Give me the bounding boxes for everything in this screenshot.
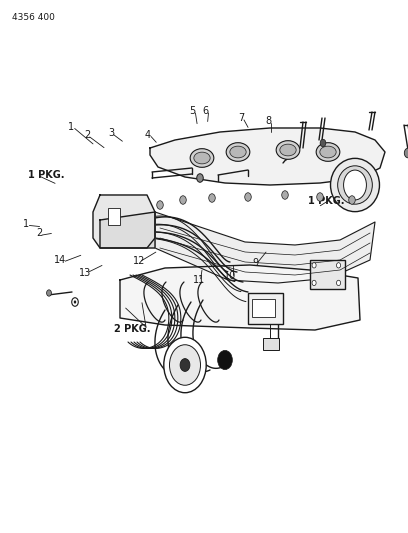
Text: 10: 10 <box>224 271 237 280</box>
FancyBboxPatch shape <box>108 208 120 225</box>
FancyBboxPatch shape <box>263 338 279 350</box>
Text: 12: 12 <box>133 256 145 266</box>
Circle shape <box>349 196 355 204</box>
Text: 2: 2 <box>36 229 42 238</box>
Polygon shape <box>155 212 375 283</box>
FancyBboxPatch shape <box>310 260 345 289</box>
Circle shape <box>282 191 288 199</box>
Ellipse shape <box>316 143 340 161</box>
Circle shape <box>312 263 316 268</box>
Ellipse shape <box>338 166 373 204</box>
Text: 1: 1 <box>22 219 29 229</box>
Text: 4356 400: 4356 400 <box>12 13 55 22</box>
Circle shape <box>245 193 251 201</box>
Ellipse shape <box>230 146 246 158</box>
Circle shape <box>404 148 408 158</box>
Ellipse shape <box>190 149 214 167</box>
Text: 9: 9 <box>253 258 259 268</box>
Circle shape <box>169 345 200 385</box>
Text: 7: 7 <box>238 114 245 123</box>
Text: 2: 2 <box>84 131 90 140</box>
Circle shape <box>197 174 203 182</box>
Polygon shape <box>150 128 385 185</box>
Ellipse shape <box>276 141 300 159</box>
Ellipse shape <box>280 144 296 156</box>
FancyBboxPatch shape <box>248 293 283 324</box>
Ellipse shape <box>320 146 336 158</box>
Polygon shape <box>93 195 155 248</box>
Text: 6: 6 <box>202 106 209 116</box>
Circle shape <box>180 196 186 204</box>
Text: 11: 11 <box>193 275 205 285</box>
Circle shape <box>157 201 163 209</box>
Circle shape <box>317 193 323 201</box>
Circle shape <box>74 301 76 304</box>
Text: 14: 14 <box>54 255 67 265</box>
Circle shape <box>180 359 190 372</box>
Ellipse shape <box>226 143 250 161</box>
Text: 5: 5 <box>189 106 196 116</box>
Text: 13: 13 <box>79 268 91 278</box>
Text: 1: 1 <box>68 122 75 132</box>
FancyBboxPatch shape <box>252 298 275 317</box>
Text: 3: 3 <box>108 128 114 138</box>
Text: 1 PKG.: 1 PKG. <box>308 197 344 206</box>
Circle shape <box>312 280 316 286</box>
Circle shape <box>217 350 232 369</box>
Circle shape <box>337 263 341 268</box>
Text: 1 PKG.: 1 PKG. <box>28 170 64 180</box>
Circle shape <box>344 170 366 200</box>
Circle shape <box>320 139 326 147</box>
Circle shape <box>337 280 341 286</box>
Circle shape <box>164 337 206 393</box>
Ellipse shape <box>330 158 379 212</box>
Text: 8: 8 <box>265 116 272 126</box>
Circle shape <box>209 193 215 202</box>
Polygon shape <box>100 212 155 248</box>
Polygon shape <box>120 265 360 330</box>
Text: 2 PKG.: 2 PKG. <box>114 325 151 334</box>
Ellipse shape <box>194 152 210 164</box>
Circle shape <box>47 290 51 296</box>
Text: 4: 4 <box>145 130 151 140</box>
